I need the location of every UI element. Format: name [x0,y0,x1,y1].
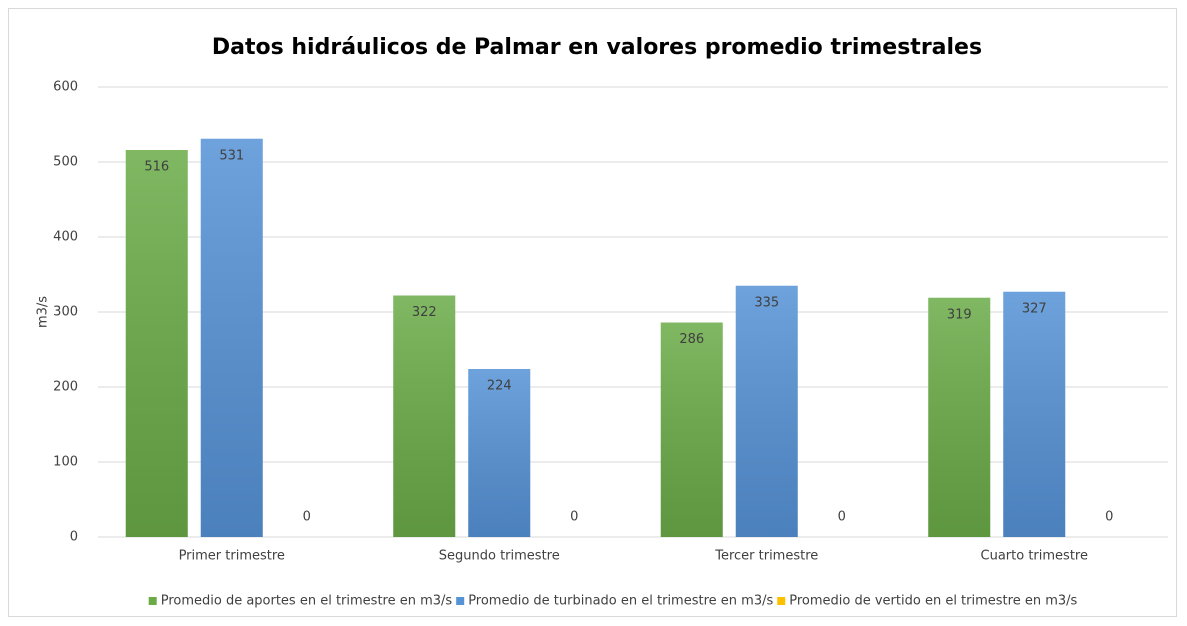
y-tick-label: 500 [53,155,78,170]
y-tick-label: 400 [53,230,78,245]
legend-swatch [456,597,465,605]
legend-label: Promedio de turbinado en el trimestre en… [468,594,773,609]
legend-swatch [777,597,786,605]
y-tick-label: 600 [53,80,78,95]
x-tick-label: Cuarto trimestre [981,549,1088,564]
data-label: 327 [1022,301,1047,316]
bar-shade [125,150,188,537]
bar-shade [735,285,798,537]
x-tick-label: Segundo trimestre [439,549,560,564]
bar-shade [1003,291,1066,537]
legend-swatch [148,597,157,605]
chart-title: Datos hidráulicos de Palmar en valores p… [212,35,982,60]
chart-frame [8,8,1177,617]
bar-shade [393,295,456,537]
data-label: 335 [754,295,779,310]
data-label: 0 [1105,510,1113,525]
legend-label: Promedio de vertido en el trimestre en m… [789,594,1077,609]
data-label: 286 [679,332,704,347]
bar-shade [200,138,263,537]
legend-label: Promedio de aportes en el trimestre en m… [161,594,453,609]
data-label: 0 [303,510,311,525]
bar-shade [928,297,991,537]
bar-shade [468,369,531,537]
data-label: 319 [947,307,972,322]
data-label: 0 [838,510,846,525]
data-label: 0 [570,510,578,525]
data-label: 224 [487,379,512,394]
bar-shade [660,322,723,537]
data-label: 322 [412,305,437,320]
data-label: 531 [219,148,244,163]
y-axis-label: m3/s [36,296,51,328]
data-label: 516 [144,160,169,175]
y-tick-label: 0 [70,530,78,545]
y-tick-label: 100 [53,455,78,470]
x-tick-label: Primer trimestre [179,549,285,564]
x-tick-label: Tercer trimestre [714,549,818,564]
y-tick-label: 300 [53,305,78,320]
y-tick-label: 200 [53,380,78,395]
